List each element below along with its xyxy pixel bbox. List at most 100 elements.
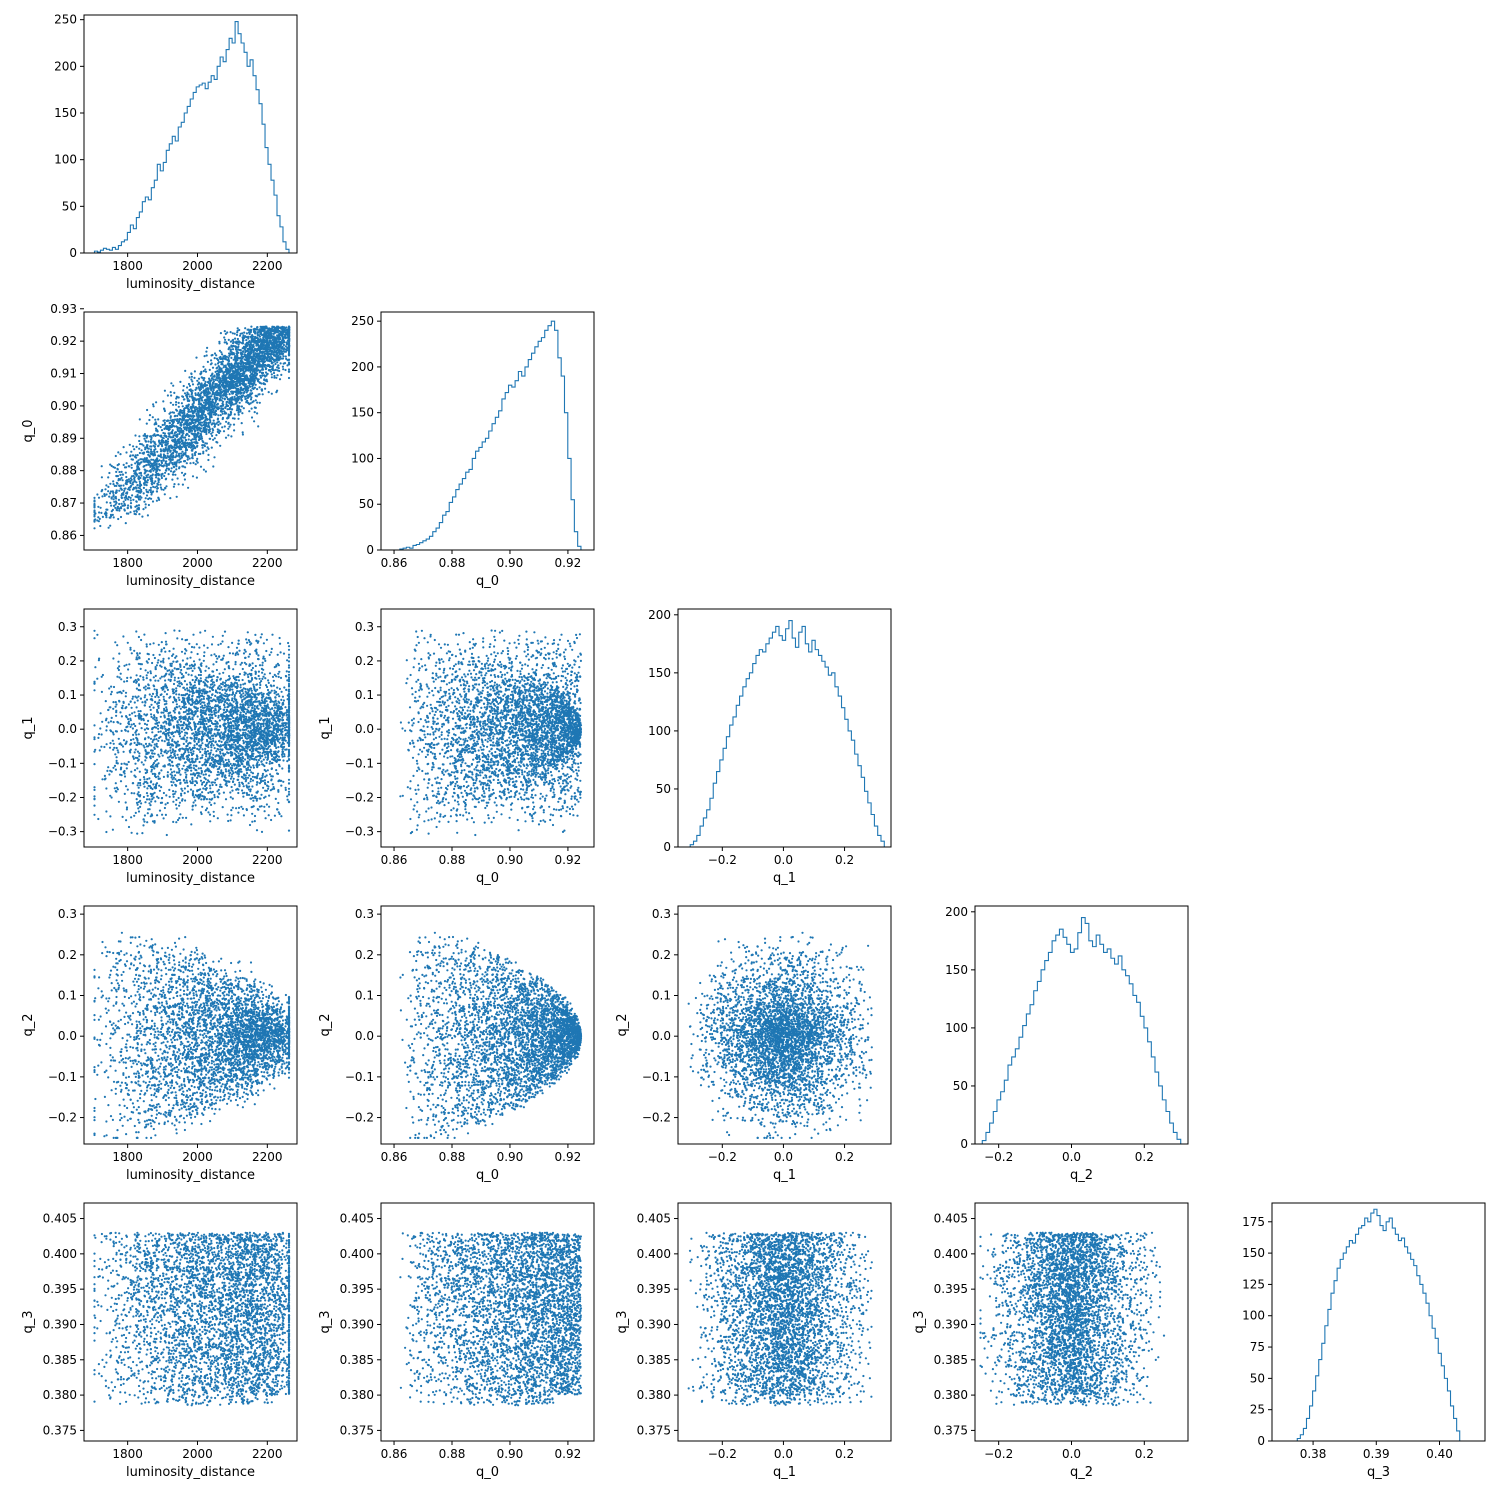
scatter-point [203, 370, 205, 372]
scatter-point [234, 338, 236, 340]
y-tick-label: 125 [1242, 1277, 1265, 1291]
scatter-point [215, 409, 217, 411]
scatter-point [147, 498, 149, 500]
scatter-point [118, 463, 120, 465]
scatter-point [150, 493, 152, 495]
y-tick-label: 150 [54, 106, 77, 120]
scatter-point [172, 404, 174, 406]
scatter-point [148, 504, 150, 506]
histogram-frame [1272, 1203, 1485, 1441]
scatter-point [217, 431, 219, 433]
y-tick-label: 100 [1242, 1309, 1265, 1323]
scatter-point [130, 451, 132, 453]
scatter-point [156, 451, 158, 453]
histogram-panel-q_2: −0.2 0.0 0.2q_2050100150200 [945, 905, 1188, 1183]
scatter-point [178, 406, 180, 408]
scatter-point [220, 414, 222, 416]
scatter-point [200, 466, 202, 468]
scatter-point [167, 438, 169, 440]
scatter-point [164, 493, 166, 495]
scatter-point [239, 335, 241, 337]
scatter-point [256, 412, 258, 414]
y-tick-label: 0 [960, 1137, 968, 1151]
histogram-frame [678, 609, 891, 847]
scatter-point [127, 504, 129, 506]
x-tick-label: −0.2 [708, 853, 737, 867]
x-tick-label: 0.39 [1363, 1447, 1390, 1461]
scatter-point [117, 518, 119, 520]
scatter-point [207, 361, 209, 363]
scatter-point [137, 484, 139, 486]
scatter-point [176, 410, 178, 412]
scatter-point [114, 507, 116, 509]
scatter-point [233, 429, 235, 431]
scatter-point [195, 394, 197, 396]
scatter-point [129, 444, 131, 446]
scatter-point [192, 462, 194, 464]
scatter-point [221, 384, 223, 386]
scatter-point [121, 471, 123, 473]
scatter-point [161, 488, 163, 490]
scatter-point [178, 402, 180, 404]
scatter-point [181, 472, 183, 474]
scatter-point [118, 503, 120, 505]
scatter-point [288, 377, 290, 379]
y-tick-label: 50 [62, 199, 77, 213]
scatter-point [143, 492, 145, 494]
scatter-point [172, 463, 174, 465]
scatter-point [150, 487, 152, 489]
scatter-point [276, 374, 278, 376]
scatter-point [244, 398, 246, 400]
scatter-point [156, 500, 158, 502]
scatter-point [105, 484, 107, 486]
scatter-point [115, 455, 117, 457]
scatter-point [254, 411, 256, 413]
y-tick-label: 0 [663, 840, 671, 854]
y-tick-label: 150 [648, 666, 671, 680]
scatter-point [122, 474, 124, 476]
x-axis-label: luminosity_distance [126, 277, 255, 292]
scatter-point [208, 422, 210, 424]
scatter-point [183, 385, 185, 387]
x-axis-label: q_3 [1367, 1465, 1390, 1480]
scatter-point [225, 437, 227, 439]
scatter-point [133, 448, 135, 450]
x-tick-label: 0.38 [1300, 1447, 1327, 1461]
scatter-point [150, 441, 152, 443]
scatter-point [142, 508, 144, 510]
scatter-point [154, 419, 156, 421]
scatter-point [146, 484, 148, 486]
scatter-point [222, 413, 224, 415]
scatter-point [138, 504, 140, 506]
scatter-point [171, 467, 173, 469]
scatter-point [161, 429, 163, 431]
scatter-point [189, 457, 191, 459]
histogram-step-line [1297, 1209, 1459, 1441]
scatter-point [250, 326, 252, 328]
scatter-point [250, 389, 252, 391]
scatter-point [136, 446, 138, 448]
scatter-point [211, 435, 213, 437]
scatter-point [190, 378, 192, 380]
y-tick-label: 250 [351, 314, 374, 328]
scatter-point [155, 476, 157, 478]
scatter-point [121, 503, 123, 505]
scatter-point [146, 423, 148, 425]
scatter-point [256, 388, 258, 390]
scatter-point [188, 435, 190, 437]
y-tick-label: 75 [1250, 1340, 1265, 1354]
scatter-point [221, 397, 223, 399]
x-tick-label: 2000 [182, 259, 213, 273]
scatter-point [140, 475, 142, 477]
scatter-point [212, 465, 214, 467]
scatter-point [152, 416, 154, 418]
y-tick-label: 50 [953, 1079, 968, 1093]
scatter-point [211, 377, 213, 379]
y-tick-label: 200 [351, 360, 374, 374]
histogram-step-line [400, 321, 581, 550]
scatter-point [97, 506, 99, 508]
y-tick-label: 0 [69, 246, 77, 260]
scatter-point [126, 462, 128, 464]
scatter-point [174, 474, 176, 476]
